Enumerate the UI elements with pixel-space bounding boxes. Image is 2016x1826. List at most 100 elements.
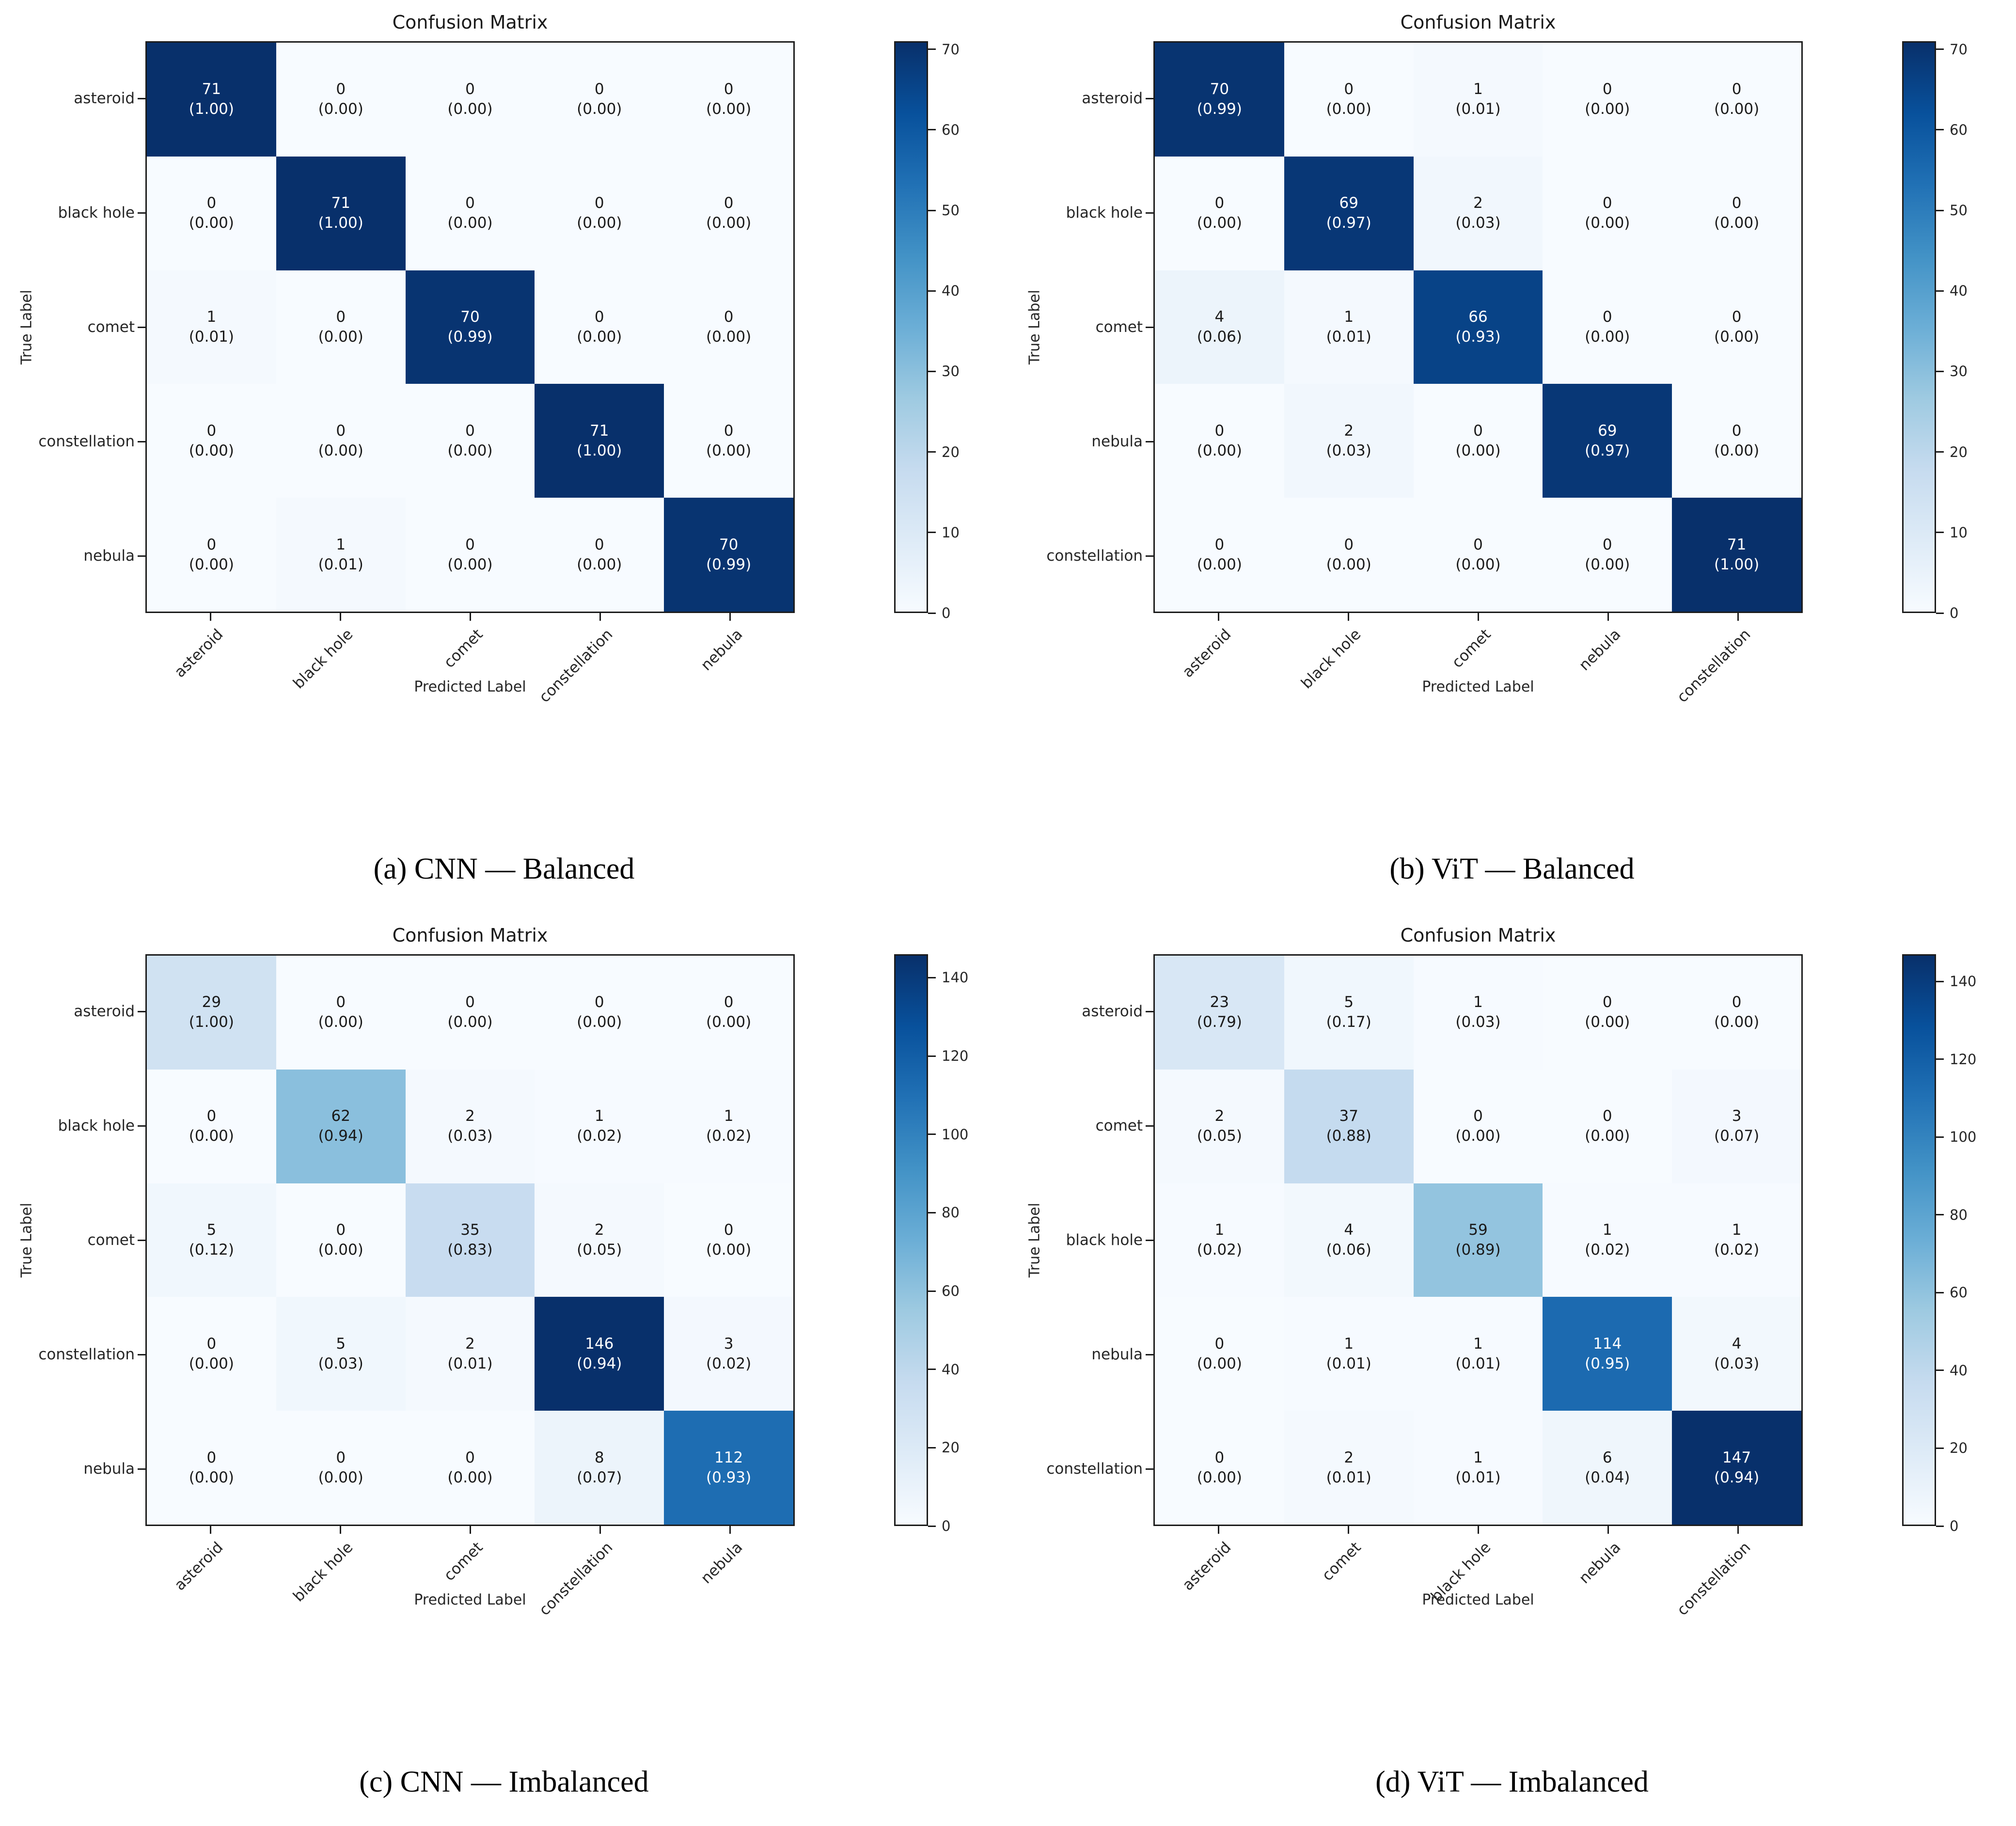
cell-proportion: (0.00)	[1197, 441, 1242, 459]
y-tick-mark	[138, 1010, 145, 1012]
cell-count: 66	[1468, 308, 1488, 326]
colorbar-tick-mark	[1936, 1525, 1944, 1527]
figure-caption: (a) CNN — Balanced	[373, 852, 635, 885]
colorbar	[1902, 954, 1936, 1526]
x-tick-mark	[599, 1526, 601, 1534]
colorbar-tick-label: 60	[942, 121, 960, 138]
cell-proportion: (0.00)	[706, 328, 752, 346]
colorbar-tick-label: 50	[1950, 202, 1968, 219]
colorbar-tick-mark	[928, 976, 936, 978]
cell-proportion: (0.00)	[447, 100, 493, 118]
cell-proportion: (0.00)	[706, 441, 752, 459]
cell-count: 0	[206, 535, 217, 553]
cell-constellation-nebula: 6 (0.04)	[1543, 1411, 1672, 1525]
cell-comet-asteroid: 5 (0.12)	[147, 1183, 276, 1297]
cell-count: 0	[594, 194, 604, 212]
y-tick-mark	[1146, 1468, 1153, 1470]
cell-count: 0	[206, 1335, 217, 1353]
cell-proportion: (0.04)	[1585, 1468, 1630, 1486]
cell-count: 5	[206, 1221, 217, 1239]
cell-proportion: (0.00)	[318, 100, 363, 118]
cell-proportion: (0.01)	[318, 555, 363, 573]
cell-constellation-black hole: 0 (0.00)	[276, 384, 406, 498]
colorbar-tick-label: 40	[942, 1361, 960, 1378]
cell-count: 147	[1722, 1448, 1751, 1466]
colorbar-tick-mark	[1936, 209, 1944, 211]
cell-nebula-asteroid: 0 (0.00)	[1155, 384, 1284, 498]
cell-count: 112	[714, 1448, 743, 1466]
cell-constellation-nebula: 0 (0.00)	[664, 384, 793, 498]
colorbar-tick-label: 20	[942, 443, 960, 460]
cell-asteroid-asteroid: 29 (1.00)	[147, 956, 276, 1070]
cell-proportion: (0.99)	[706, 555, 752, 573]
y-tick-label: black hole	[1066, 204, 1143, 221]
colorbar	[1902, 41, 1936, 613]
y-tick-label: asteroid	[1082, 90, 1143, 107]
cell-count: 0	[594, 80, 604, 98]
x-tick-label: nebula	[1575, 1539, 1624, 1588]
cell-proportion: (0.00)	[1714, 214, 1760, 232]
colorbar-tick-mark	[1936, 1058, 1944, 1060]
cell-black hole-black hole: 69 (0.97)	[1284, 156, 1414, 270]
cell-count: 0	[1732, 422, 1742, 440]
cell-proportion: (0.03)	[1455, 1013, 1501, 1031]
colorbar-tick-mark	[1936, 451, 1944, 453]
cell-proportion: (0.00)	[1714, 441, 1760, 459]
cell-count: 2	[465, 1335, 475, 1353]
cell-comet-black hole: 0 (0.00)	[276, 1183, 406, 1297]
cell-proportion: (0.00)	[1585, 555, 1630, 573]
cell-count: 0	[1602, 993, 1612, 1011]
colorbar-tick-label: 80	[1950, 1206, 1968, 1223]
cell-count: 1	[206, 308, 217, 326]
cell-asteroid-comet: 1 (0.01)	[1413, 43, 1543, 157]
cell-count: 1	[1473, 1448, 1483, 1466]
y-tick-mark	[138, 1125, 145, 1127]
cell-proportion: (0.01)	[1326, 328, 1371, 346]
cell-count: 0	[1214, 535, 1225, 553]
y-tick-mark	[138, 1239, 145, 1241]
cell-count: 3	[724, 1335, 734, 1353]
cell-count: 0	[465, 80, 475, 98]
y-tick-label: nebula	[83, 1460, 135, 1478]
colorbar-tick-mark	[1936, 1136, 1944, 1138]
cell-nebula-black hole: 1 (0.01)	[1413, 1297, 1543, 1411]
cell-count: 0	[1344, 80, 1354, 98]
cell-proportion: (0.00)	[318, 328, 363, 346]
y-tick-mark	[138, 555, 145, 557]
cell-count: 0	[465, 194, 475, 212]
cell-nebula-black hole: 2 (0.03)	[1284, 384, 1414, 498]
cell-proportion: (0.00)	[1326, 100, 1371, 118]
cell-count: 0	[206, 1448, 217, 1466]
cell-constellation-constellation: 147 (0.94)	[1672, 1411, 1801, 1525]
cell-proportion: (0.02)	[706, 1127, 752, 1145]
cell-black hole-black hole: 71 (1.00)	[276, 156, 406, 270]
cell-proportion: (0.00)	[577, 100, 622, 118]
x-tick-mark	[469, 1526, 471, 1534]
cell-count: 0	[465, 422, 475, 440]
cell-constellation-black hole: 0 (0.00)	[1284, 498, 1414, 612]
cell-proportion: (0.00)	[706, 214, 752, 232]
cell-comet-nebula: 0 (0.00)	[1543, 270, 1672, 384]
cell-proportion: (0.00)	[1714, 100, 1760, 118]
cell-count: 1	[1344, 308, 1354, 326]
x-tick-mark	[339, 613, 341, 621]
y-tick-mark	[1146, 1010, 1153, 1012]
colorbar-tick-mark	[928, 48, 936, 50]
y-tick-mark	[1146, 555, 1153, 557]
cell-proportion: (0.00)	[1197, 1468, 1242, 1486]
cell-proportion: (0.00)	[189, 1127, 234, 1145]
cell-black hole-black hole: 62 (0.94)	[276, 1069, 406, 1183]
cell-count: 1	[724, 1107, 734, 1125]
colorbar-tick-mark	[928, 1369, 936, 1370]
cell-comet-comet: 35 (0.83)	[405, 1183, 535, 1297]
cell-proportion: (0.02)	[1714, 1241, 1760, 1259]
cell-count: 2	[465, 1107, 475, 1125]
cell-proportion: (0.00)	[1455, 1127, 1501, 1145]
y-tick-label: nebula	[1091, 1346, 1143, 1363]
cell-proportion: (0.00)	[1326, 555, 1371, 573]
x-tick-label: constellation	[536, 1539, 616, 1619]
figure-caption: (b) ViT — Balanced	[1389, 852, 1635, 885]
colorbar-tick-mark	[928, 1133, 936, 1135]
figure-caption: (c) CNN — Imbalanced	[359, 1765, 649, 1798]
cell-proportion: (0.00)	[1585, 214, 1630, 232]
